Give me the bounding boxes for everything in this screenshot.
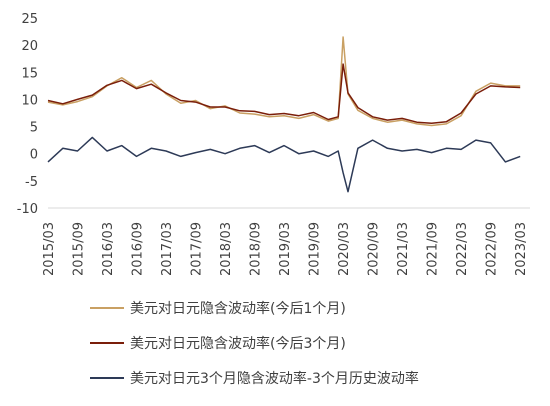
- plot-area: [47, 36, 521, 193]
- x-tick-label: 2022/03: [455, 222, 470, 276]
- legend-swatch: [90, 376, 124, 379]
- x-tick-label: 2017/03: [160, 222, 175, 276]
- legend-label: 美元对日元3个月隐含波动率-3个月历史波动率: [130, 370, 419, 387]
- series-line-3: [47, 136, 521, 193]
- y-axis: -10 -5 0 5 10 15 20 25: [17, 12, 38, 217]
- x-tick-label: 2020/09: [367, 222, 382, 276]
- x-tick-label: 2016/03: [101, 222, 116, 276]
- x-tick-label: 2019/09: [308, 222, 323, 276]
- series-line-2: [47, 63, 521, 125]
- legend-label: 美元对日元隐含波动率(今后3个月): [130, 335, 346, 352]
- x-tick-label: 2022/09: [485, 222, 500, 276]
- legend-swatch: [90, 341, 124, 344]
- y-tick-label: 15: [21, 66, 38, 81]
- legend-label: 美元对日元隐含波动率(今后1个月): [130, 300, 346, 317]
- y-tick-label: 5: [30, 121, 38, 136]
- x-tick-label: 2018/09: [249, 222, 264, 276]
- x-tick-label: 2018/03: [219, 222, 234, 276]
- legend-item: 美元对日元隐含波动率(今后3个月): [90, 325, 530, 360]
- x-tick-label: 2015/09: [72, 222, 87, 276]
- x-tick-label: 2021/09: [426, 222, 441, 276]
- y-tick-label: -5: [25, 175, 38, 190]
- x-tick-label: 2016/09: [131, 222, 146, 276]
- y-tick-label: 20: [21, 39, 38, 54]
- legend-item: 美元对日元隐含波动率(今后1个月): [90, 290, 530, 325]
- legend-swatch: [90, 306, 124, 309]
- x-tick-label: 2019/03: [278, 222, 293, 276]
- x-tick-label: 2023/03: [514, 222, 529, 276]
- y-tick-label: 25: [21, 12, 38, 27]
- x-tick-label: 2020/03: [337, 222, 352, 276]
- y-tick-label: 0: [30, 148, 38, 163]
- x-tick-label: 2015/03: [42, 222, 57, 276]
- series-line-1: [47, 36, 521, 127]
- x-axis: 2015/03 2015/09 2016/03 2016/09 2017/03 2017/…: [42, 207, 530, 276]
- y-tick-label: -10: [17, 202, 38, 217]
- x-tick-label: 2021/03: [396, 222, 411, 276]
- legend: 美元对日元隐含波动率(今后1个月) 美元对日元隐含波动率(今后3个月) 美元对日…: [90, 290, 530, 395]
- legend-item: 美元对日元3个月隐含波动率-3个月历史波动率: [90, 360, 530, 395]
- x-tick-label: 2017/09: [190, 222, 205, 276]
- y-tick-label: 10: [21, 93, 38, 108]
